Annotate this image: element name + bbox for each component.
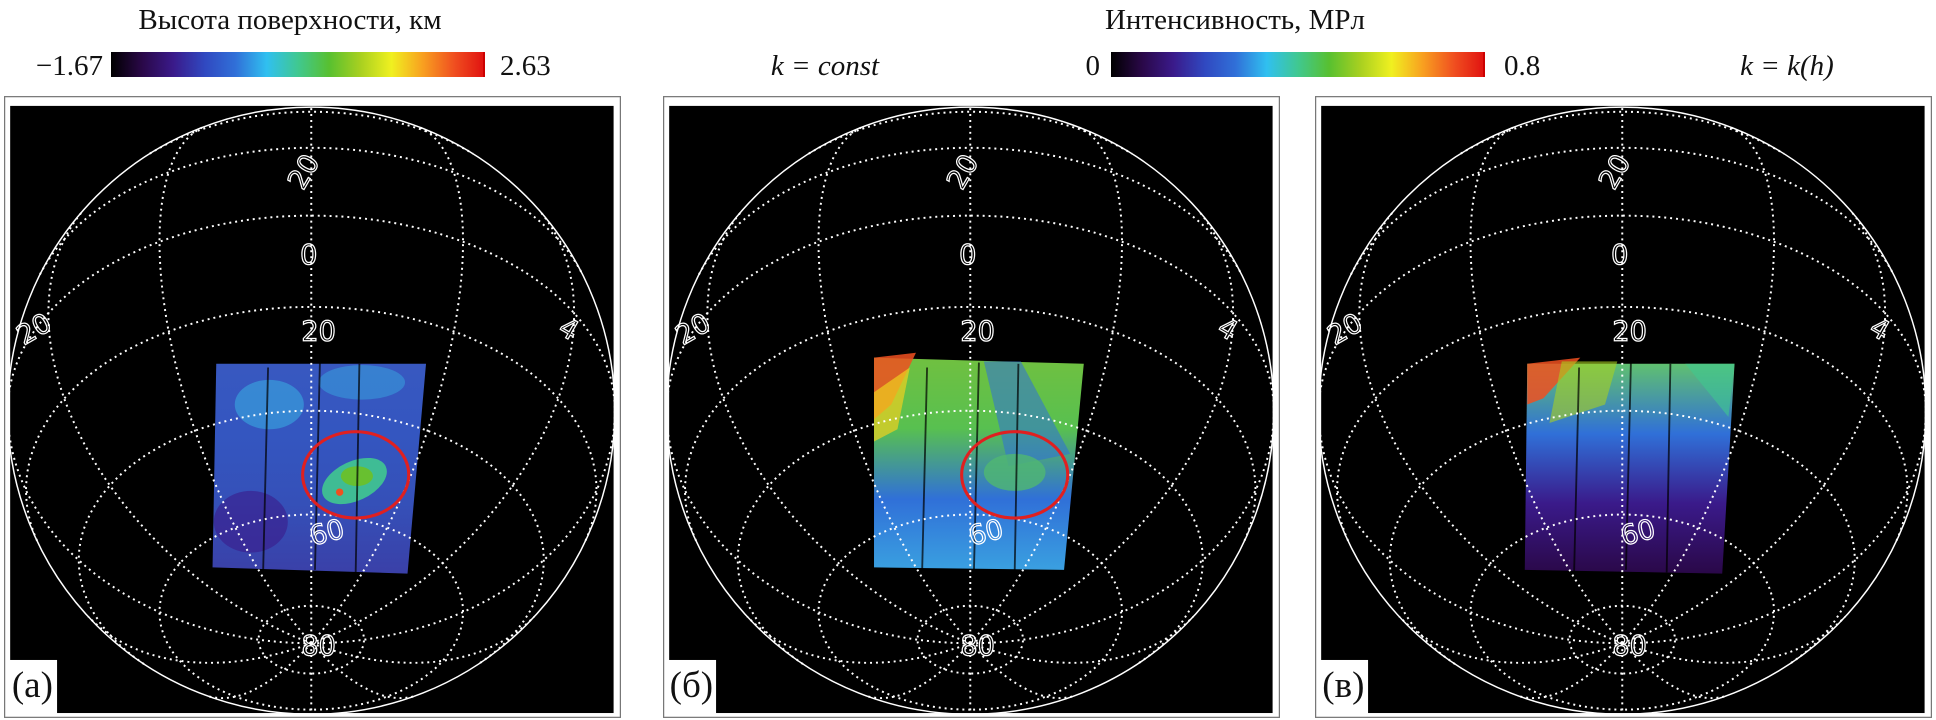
colorbar-max-label: 2.63 [500,50,551,82]
meridian [1621,209,1887,645]
data-patch [1685,363,1735,417]
colorbar [111,52,485,77]
data-streak [973,362,980,570]
data-streak [1665,363,1672,573]
colorbar-svg [111,52,485,77]
colorbar-fill [111,52,485,77]
panel-caption: k = const [770,50,880,82]
data-streak [1625,362,1632,570]
graticule [6,107,616,715]
meridian [969,209,1235,645]
grid-label: 80 [301,631,336,662]
data-patch [874,367,910,442]
meridian [1358,209,1623,645]
data-streak [314,362,321,570]
grid-label: 0 [300,240,317,271]
data-patch [1549,361,1618,424]
colorbar [1111,52,1485,77]
map-panel: 20 0 20 20 4 60 80 (а) [4,96,621,718]
grid-label: 80 [960,631,995,662]
map-panel: 20 0 20 20 4 60 80 (в) [1315,96,1932,718]
parallel [39,146,584,275]
meridian [47,209,312,645]
panel-label-box [1318,659,1369,715]
colorbar-title: Интенсивность, МРл [1104,4,1366,36]
data-streak [1573,367,1581,572]
data-streak [921,367,929,572]
meridian [310,615,535,664]
graticule [1317,107,1927,715]
parallel [1469,513,1776,711]
meridian [1622,410,1927,645]
map-panel: 20 0 20 20 4 60 80 (б) [663,96,1280,718]
grid-label: 0 [1611,240,1628,271]
colorbar-min-label: 0 [1085,50,1101,82]
panel-caption: k = k(h) [1740,50,1834,82]
data-patch [213,490,288,553]
panel-label: (а) [12,665,53,706]
meridian [1398,615,1623,664]
data-patch [983,453,1046,491]
parallel [698,146,1243,275]
grid-label: 0 [959,240,976,271]
grid-label: 20 [960,316,995,347]
colorbar-max-label: 0.8 [1504,50,1541,82]
data-layer [1524,357,1735,574]
colorbar-svg [1111,52,1485,77]
colorbar-min-label: −1.67 [35,50,103,82]
grid-label: 80 [1612,631,1647,662]
meridian [746,615,971,664]
limb [665,106,1275,716]
limb [6,106,616,716]
data-streak [262,367,270,572]
panel-label: (в) [1322,665,1364,706]
meridian [1317,410,1623,645]
meridian [311,410,616,645]
limb [1317,106,1927,716]
meridian [970,410,1275,645]
data-patch [335,488,344,496]
meridian [665,410,971,645]
grid-label: 20 [301,316,336,347]
colorbar-title: Высота поверхности, км [138,4,442,36]
data-streak [354,363,361,573]
colorbar-fill [1111,52,1485,77]
highlight-ring [960,430,1070,520]
meridian [87,615,312,664]
parallel [817,513,1124,711]
panel-label: (б) [670,665,714,706]
meridian [706,209,971,645]
panel-label-box [666,659,717,715]
meridian [6,410,312,645]
parallel [158,513,465,711]
grid-label: 20 [1612,316,1647,347]
meridian [969,615,1194,664]
data-patch [234,379,304,430]
meridian [1621,615,1846,664]
parallel [1350,146,1895,275]
data-streak [1013,363,1020,573]
meridian [310,209,576,645]
graticule [665,107,1275,715]
highlight-ring [301,430,411,520]
panel-label-box [7,659,58,715]
data-patch [318,365,406,400]
